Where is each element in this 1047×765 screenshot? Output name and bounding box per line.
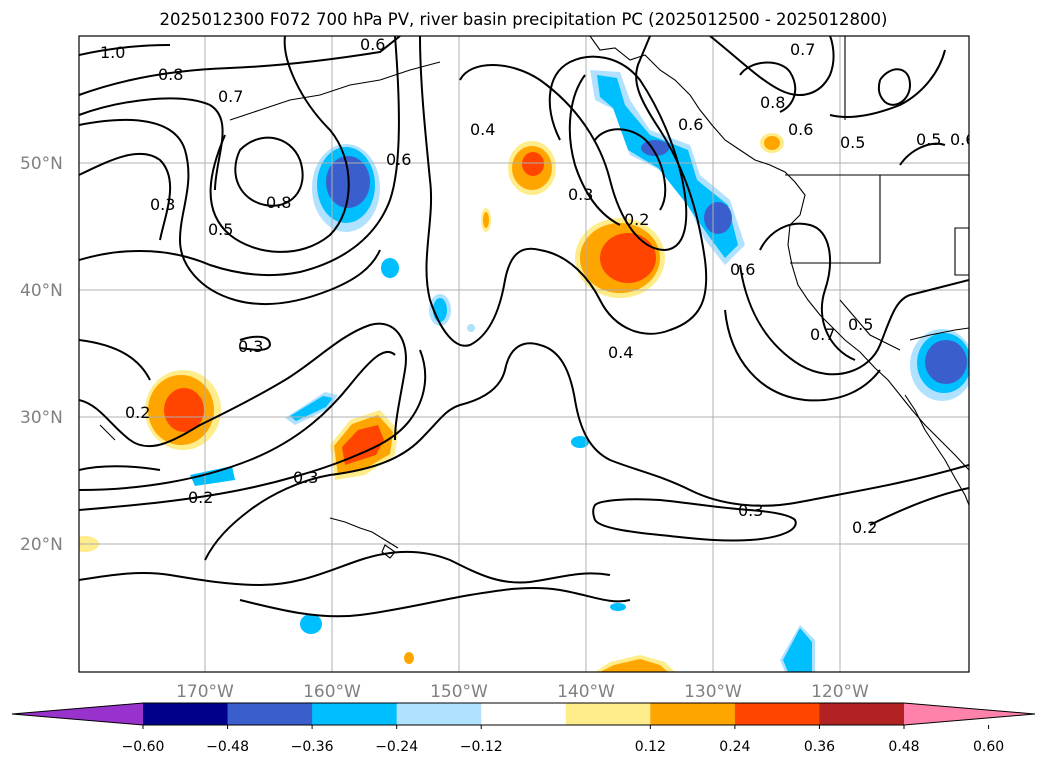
graticule [79, 36, 969, 672]
contour-label: 0.8 [266, 193, 291, 212]
colorbar-cell [734, 703, 820, 725]
neg-anomaly [290, 396, 333, 421]
neg-anomaly-core [925, 340, 967, 384]
colorbar-cell [819, 703, 905, 725]
colorbar-tick-label: 0.36 [804, 739, 835, 755]
neg-anomaly [300, 614, 322, 634]
contour-label: 0.5 [848, 315, 873, 334]
colorbar-tick-label: −0.36 [291, 739, 334, 755]
contour-label: 0.2 [188, 488, 213, 507]
neg-anomaly [467, 324, 475, 332]
lon-label: 150°W [430, 682, 488, 702]
colorbar-cell [143, 703, 229, 725]
lon-label: 160°W [303, 682, 361, 702]
contour-label: 0.3 [238, 337, 263, 356]
contour-label: 0.6 [950, 130, 975, 149]
neg-anomaly [597, 75, 738, 258]
colorbar-cell [227, 703, 313, 725]
latitude-labels: 50°N 40°N 30°N 20°N [20, 154, 63, 555]
contour-label: 0.4 [608, 343, 633, 362]
colorbar-cell [565, 703, 651, 725]
colorbar-cell [481, 703, 567, 725]
longitude-labels: 170°W 160°W 150°W 140°W 130°W 120°W [176, 682, 869, 702]
contour-label: 1.0 [100, 43, 125, 62]
neg-anomaly [610, 603, 626, 611]
contour-label: 0.6 [678, 115, 703, 134]
colorbar-cell [396, 703, 482, 725]
colorbar-tick-label: 0.60 [973, 739, 1004, 755]
contour-label: 0.3 [738, 501, 763, 520]
contour-label: 0.6 [360, 35, 385, 54]
colorbar-tick-label: −0.24 [375, 739, 418, 755]
pos-anomaly-core [600, 233, 656, 283]
colorbar-cell [650, 703, 736, 725]
neg-anomaly [190, 466, 235, 486]
colorbar-cell [312, 703, 398, 725]
contour-label: 0.2 [125, 403, 150, 422]
contour-label: 0.5 [208, 220, 233, 239]
lon-label: 170°W [176, 682, 234, 702]
pos-anomaly [483, 212, 489, 228]
map-area [79, 36, 969, 672]
colorbar-tick-label: 0.48 [888, 739, 919, 755]
lat-label: 50°N [20, 154, 63, 174]
pos-anomaly [764, 136, 780, 150]
contour-label: 0.8 [158, 65, 183, 84]
contour-label: 0.5 [840, 133, 865, 152]
colorbar-tick-label: −0.48 [206, 739, 249, 755]
neg-anomaly-core [704, 202, 732, 234]
lon-label: 140°W [557, 682, 615, 702]
contour-label: 0.6 [788, 120, 813, 139]
colorbar-tick-label: 0.12 [635, 739, 666, 755]
lon-label: 120°W [811, 682, 869, 702]
map-title: 2025012300 F072 700 hPa PV, river basin … [159, 10, 888, 29]
map-frame [78, 35, 970, 673]
pos-anomaly [600, 659, 668, 672]
colorbar-tick-label: −0.60 [122, 739, 165, 755]
lon-label: 130°W [684, 682, 742, 702]
contour-label: 0.7 [218, 87, 243, 106]
colorbar-tick-label: −0.12 [460, 739, 503, 755]
contour-label: 0.2 [852, 518, 877, 537]
contour-label: 0.6 [730, 260, 755, 279]
colorbar-extend-high [904, 703, 1035, 725]
contour-label: 0.2 [624, 210, 649, 229]
colorbar-extend-low [12, 703, 143, 725]
contour-label: 0.7 [810, 325, 835, 344]
coastlines [99, 36, 969, 559]
contour-label: 0.8 [760, 93, 785, 112]
pos-anomaly-core [342, 425, 384, 465]
contour-label: 0.3 [150, 195, 175, 214]
pos-anomaly-core [522, 152, 544, 176]
contour-label: 0.6 [386, 150, 411, 169]
lat-label: 20°N [20, 535, 63, 555]
neg-anomaly [381, 258, 399, 278]
contour-label: 0.4 [470, 120, 495, 139]
colorbar-tick-label: 0.24 [719, 739, 750, 755]
pos-anomaly-core [164, 388, 204, 432]
contour-labels: 1.0 0.8 0.7 0.6 0.3 0.8 0.5 0.6 0.4 0.3 … [100, 35, 975, 537]
pv-contours [79, 36, 969, 618]
contour-label: 0.3 [293, 468, 318, 487]
contour-label: 0.5 [916, 130, 941, 149]
lat-label: 30°N [20, 408, 63, 428]
colorbar: −0.60 −0.48 −0.36 −0.24 −0.12 0.12 0.24 0.36 0.4… [11, 702, 1036, 755]
contour-label: 0.7 [790, 40, 815, 59]
neg-anomaly [433, 298, 447, 322]
pos-anomaly [404, 652, 414, 664]
contour-label: 0.3 [568, 185, 593, 204]
lat-label: 40°N [20, 281, 63, 301]
neg-anomaly [783, 628, 812, 672]
neg-anomaly [571, 436, 589, 448]
